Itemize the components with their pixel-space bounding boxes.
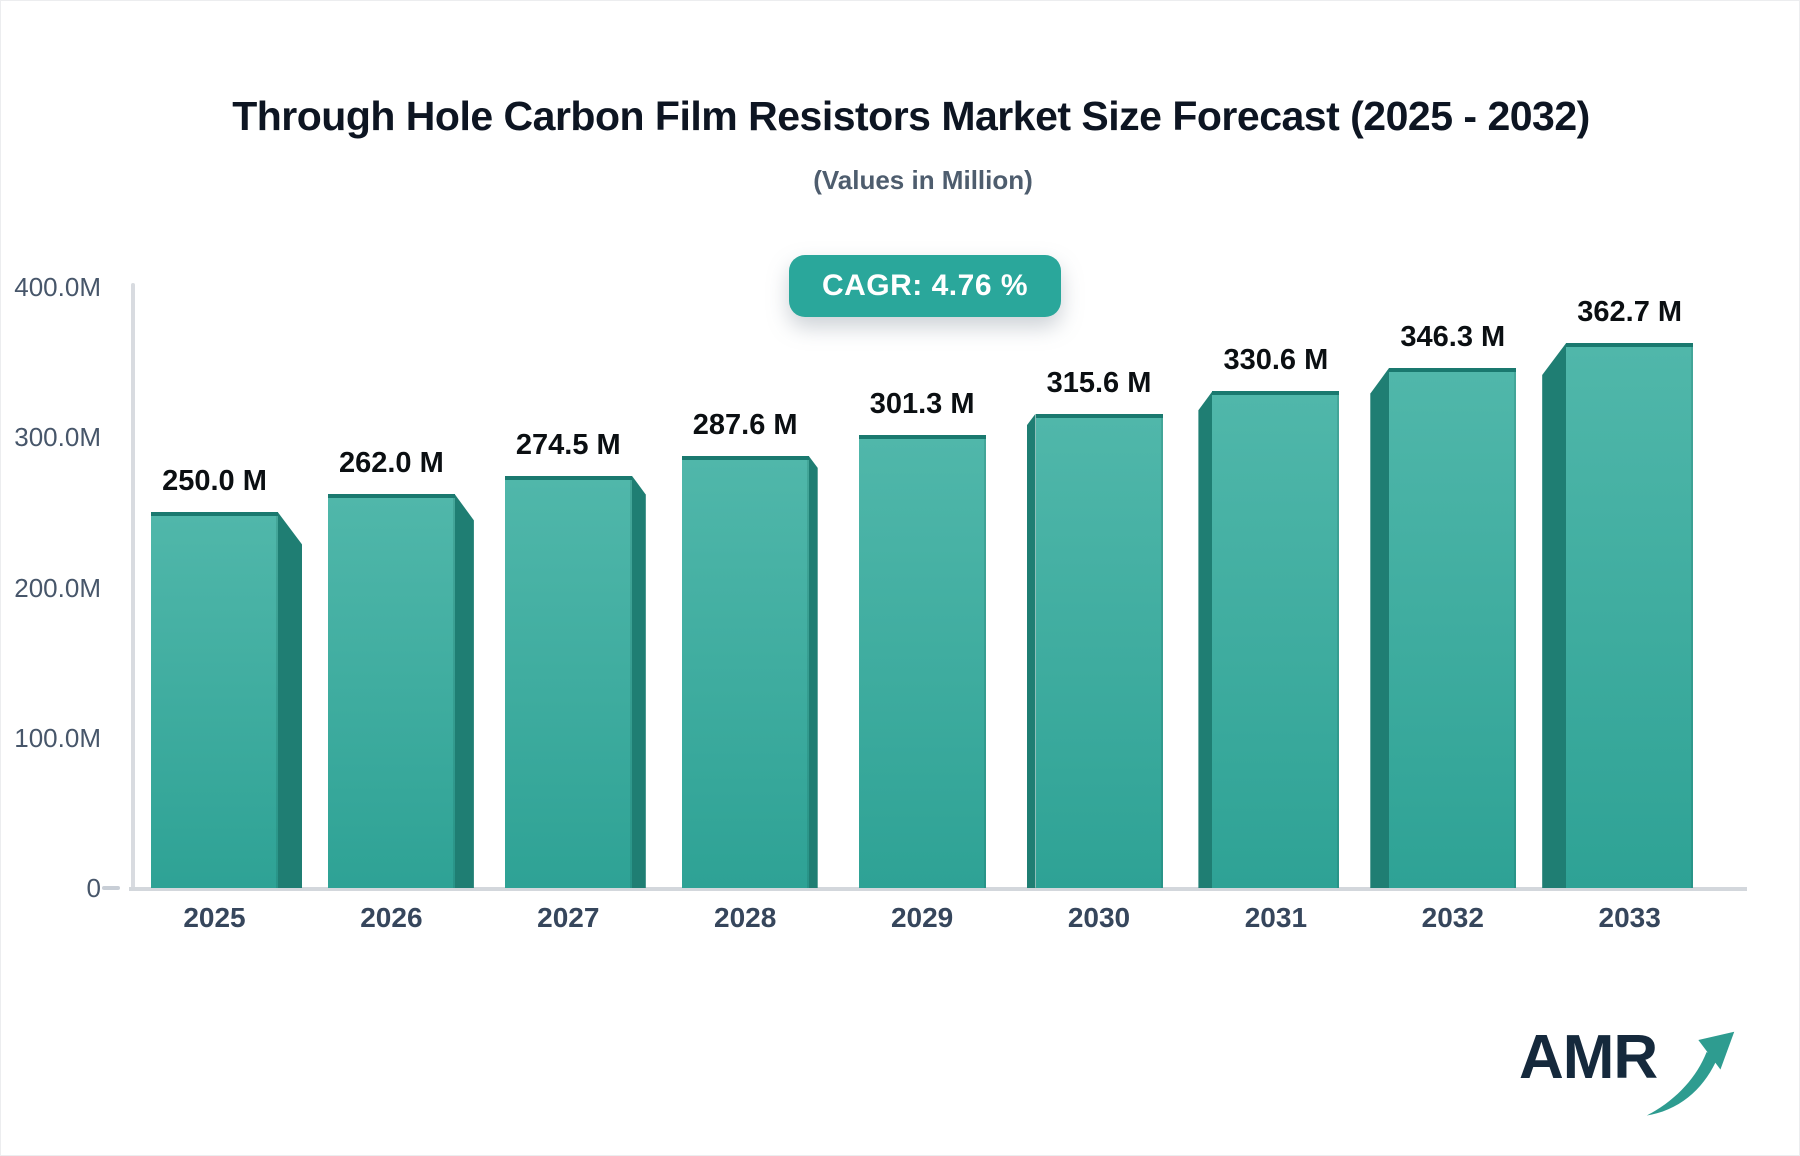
bar-face-2032: [1389, 367, 1517, 888]
x-tick-label-2031: 2031: [1244, 902, 1308, 933]
chart-title: Through Hole Carbon Film Resistors Marke…: [232, 93, 1590, 139]
bar-face-2031: [1212, 391, 1340, 888]
bar-side-2026: [454, 494, 474, 888]
bar-value-label-2031: 330.6 M: [1223, 344, 1329, 377]
bar-value-label-2033: 362.7 M: [1577, 296, 1683, 329]
bar-value-label-2032: 346.3 M: [1400, 320, 1506, 353]
cagr-badge: CAGR: 4.76 %: [789, 255, 1061, 317]
bar-value-label-2030: 315.6 M: [1046, 366, 1152, 399]
bar-side-2030: [1026, 413, 1036, 888]
bar-side-2032: [1370, 367, 1390, 888]
zero-tick-mark: [102, 886, 120, 890]
y-tick-label-300.0M: 300.0M: [14, 422, 101, 453]
y-tick-label-100.0M: 100.0M: [14, 722, 101, 753]
bar-side-2031: [1198, 391, 1213, 888]
x-tick-label-2025: 2025: [183, 902, 246, 933]
bar-face-2026: [327, 494, 455, 888]
x-tick-label-2026: 2026: [360, 902, 423, 933]
bar-value-label-2029: 301.3 M: [869, 388, 975, 421]
bar-side-2027: [631, 475, 646, 888]
y-tick-label-400.0M: 400.0M: [14, 272, 101, 302]
x-tick-label-2032: 2032: [1421, 902, 1484, 933]
x-axis-line: [129, 887, 1747, 891]
x-tick-label-2033: 2033: [1598, 902, 1661, 933]
bar-side-2033: [1542, 343, 1567, 888]
x-tick-label-2029: 2029: [890, 902, 954, 933]
bar-side-2028: [808, 455, 818, 888]
bar-value-label-2025: 250.0 M: [162, 465, 267, 498]
bar-face-2025: [151, 512, 278, 888]
growth-arrow-icon: [1647, 1031, 1735, 1116]
bar-value-label-2027: 274.5 M: [515, 428, 621, 461]
bar-value-label-2026: 262.0 M: [338, 447, 444, 480]
bar-face-2027: [504, 475, 632, 888]
bar-face-2028: [681, 455, 809, 888]
bar-face-2029: [858, 435, 986, 888]
x-tick-label-2027: 2027: [537, 902, 600, 933]
y-axis-line: [131, 283, 135, 891]
y-tick-label-0: 0: [86, 873, 101, 903]
bar-face-2033: [1566, 343, 1694, 888]
amr-logo-text: AMR: [1519, 1023, 1658, 1092]
x-tick-label-2028: 2028: [714, 902, 777, 933]
amr-logo: AMR: [1519, 1023, 1739, 1121]
bar-side-2025: [278, 512, 302, 888]
chart-subtitle: (Values in Million): [813, 165, 1033, 195]
bar-face-2030: [1035, 413, 1163, 888]
bar-value-label-2028: 287.6 M: [692, 408, 798, 441]
x-tick-label-2030: 2030: [1067, 902, 1131, 933]
y-tick-label-200.0M: 200.0M: [14, 572, 101, 603]
